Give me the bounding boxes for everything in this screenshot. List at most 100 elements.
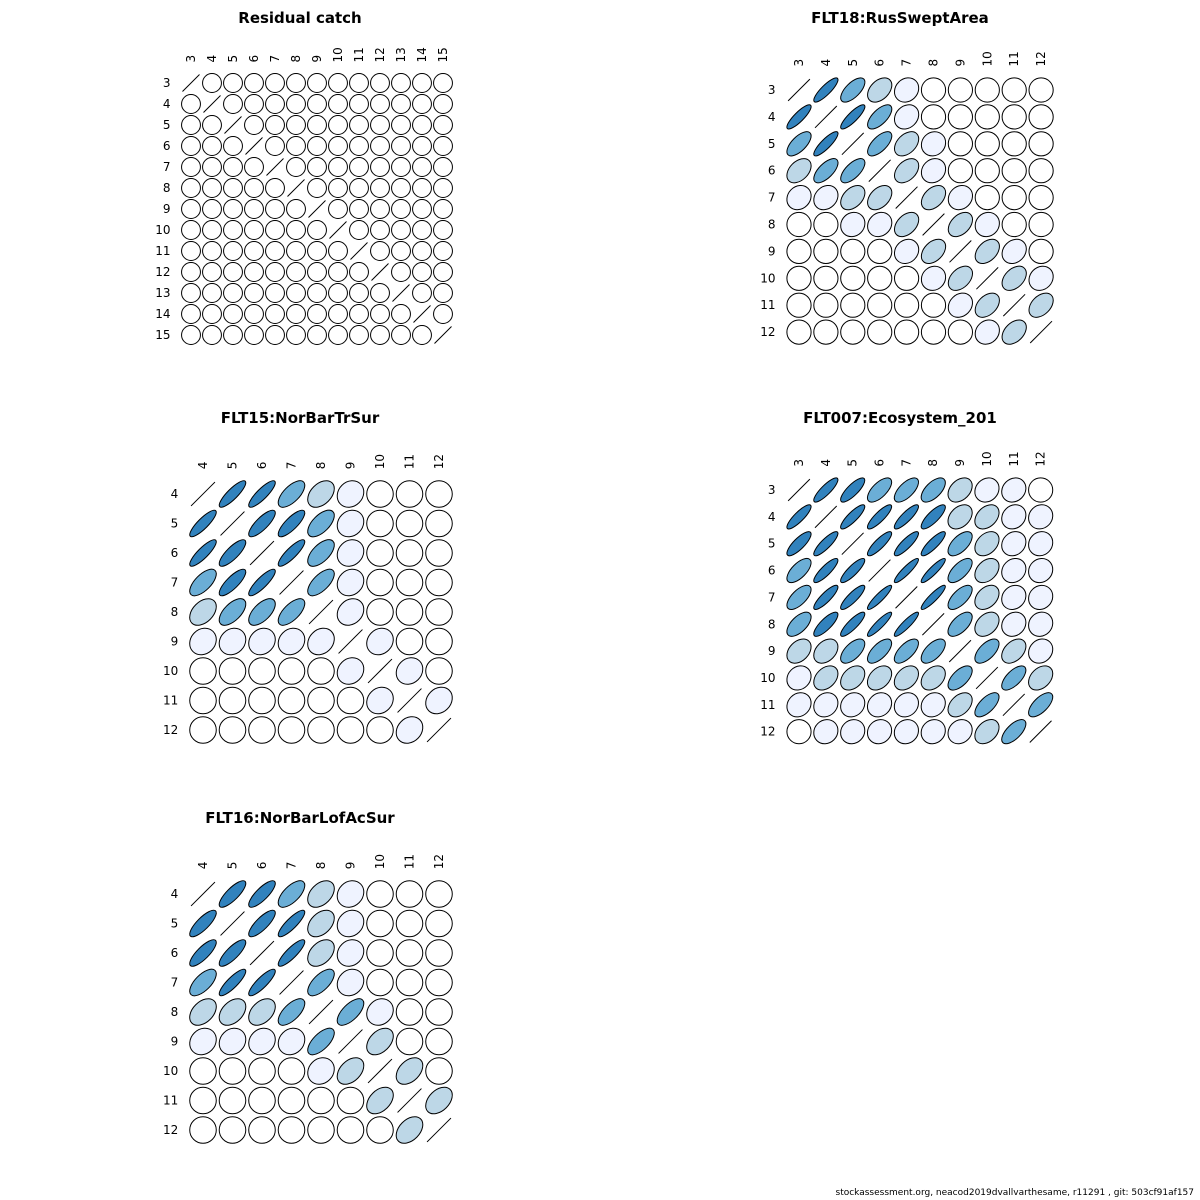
correlation-ellipse xyxy=(189,909,217,938)
row-tick-label: 9 xyxy=(171,1035,179,1049)
column-tick-label: 10 xyxy=(373,854,387,869)
correlation-ellipse xyxy=(974,158,1000,184)
correlation-panel: FLT16:NorBarLofAcSur 4 5 6 7 8 9 10 11 12 4 5 6 7 8 9 10… xyxy=(163,809,453,1144)
correlation-ellipse xyxy=(1028,104,1054,130)
correlation-ellipse xyxy=(395,539,424,567)
correlation-ellipse xyxy=(189,568,217,597)
correlation-ellipse xyxy=(223,220,243,240)
column-tick-label: 7 xyxy=(268,55,282,63)
correlation-ellipse xyxy=(786,158,812,184)
correlation-ellipse xyxy=(867,238,893,265)
column-tick-label: 5 xyxy=(226,862,240,870)
correlation-ellipse xyxy=(786,211,812,238)
correlation-ellipse xyxy=(265,73,285,93)
diagonal-mark xyxy=(975,666,999,690)
correlation-ellipse xyxy=(1028,292,1054,318)
correlation-ellipse xyxy=(786,131,812,157)
correlation-ellipse xyxy=(307,1027,335,1056)
correlation-ellipse xyxy=(370,325,390,345)
correlation-ellipse xyxy=(947,211,974,238)
correlation-ellipse xyxy=(813,665,839,691)
correlation-ellipse xyxy=(366,627,394,656)
correlation-ellipse xyxy=(920,319,947,345)
correlation-ellipse xyxy=(328,157,348,177)
correlation-ellipse xyxy=(813,638,839,664)
correlation-ellipse xyxy=(974,692,1000,718)
correlation-ellipse xyxy=(370,94,390,114)
correlation-ellipse xyxy=(277,657,306,685)
correlation-ellipse xyxy=(307,939,335,967)
correlation-ellipse xyxy=(286,136,306,156)
diagonal-mark xyxy=(922,613,945,636)
correlation-ellipse xyxy=(412,325,432,345)
row-tick-label: 6 xyxy=(768,564,776,578)
correlation-ellipse xyxy=(1028,665,1054,691)
correlation-ellipse xyxy=(974,638,1000,664)
row-tick-label: 14 xyxy=(155,307,170,321)
correlation-ellipse xyxy=(189,598,217,626)
row-tick-label: 11 xyxy=(760,698,775,712)
correlation-ellipse xyxy=(189,509,217,538)
correlation-ellipse xyxy=(395,480,424,508)
correlation-ellipse xyxy=(1028,638,1054,664)
correlation-ellipse xyxy=(893,638,919,664)
column-tick-label: 11 xyxy=(1007,451,1021,466)
column-tick-label: 10 xyxy=(373,454,387,469)
correlation-ellipse xyxy=(218,716,247,744)
correlation-ellipse xyxy=(391,220,411,240)
correlation-ellipse xyxy=(366,968,394,997)
correlation-ellipse xyxy=(248,968,276,997)
column-tick-label: 12 xyxy=(1034,451,1048,466)
row-tick-label: 15 xyxy=(155,328,170,342)
correlation-ellipse xyxy=(433,220,453,240)
column-tick-label: 8 xyxy=(927,59,941,67)
correlation-ellipse xyxy=(189,686,217,715)
column-tick-label: 9 xyxy=(344,862,358,870)
column-tick-label: 12 xyxy=(1034,51,1048,66)
correlation-ellipse xyxy=(202,199,222,219)
correlation-ellipse xyxy=(218,598,247,626)
column-tick-label: 8 xyxy=(314,862,328,870)
correlation-ellipse xyxy=(425,1027,453,1056)
correlation-ellipse xyxy=(867,131,893,157)
correlation-ellipse xyxy=(248,1086,276,1115)
correlation-ellipse xyxy=(349,262,369,282)
diagonal-mark xyxy=(338,1029,363,1054)
correlation-ellipse xyxy=(425,998,453,1026)
correlation-ellipse xyxy=(1001,319,1027,345)
correlation-ellipse xyxy=(1028,692,1054,718)
correlation-ellipse xyxy=(181,199,201,219)
correlation-ellipse xyxy=(202,157,222,177)
correlation-ellipse xyxy=(307,1086,335,1115)
correlation-ellipse xyxy=(920,557,946,584)
correlation-ellipse xyxy=(307,157,327,177)
correlation-ellipse xyxy=(336,1116,365,1144)
correlation-ellipse xyxy=(1028,584,1054,610)
correlation-ellipse xyxy=(218,1057,247,1085)
correlation-ellipse xyxy=(265,325,285,345)
correlation-ellipse xyxy=(947,504,973,530)
diagonal-mark xyxy=(350,242,368,260)
correlation-ellipse xyxy=(218,968,247,997)
correlation-ellipse xyxy=(244,262,264,282)
column-tick-label: 8 xyxy=(314,462,328,470)
correlation-ellipse xyxy=(1001,104,1027,130)
correlation-ellipse xyxy=(840,665,866,691)
correlation-ellipse xyxy=(349,283,369,303)
correlation-ellipse xyxy=(974,104,1000,130)
row-tick-label: 12 xyxy=(760,325,775,339)
correlation-ellipse xyxy=(974,238,1000,265)
correlation-ellipse xyxy=(866,638,893,664)
correlation-ellipse xyxy=(248,657,276,685)
correlation-ellipse xyxy=(370,220,390,240)
correlation-ellipse xyxy=(840,319,866,345)
correlation-ellipse xyxy=(189,968,217,997)
row-tick-label: 5 xyxy=(163,118,171,132)
correlation-ellipse xyxy=(1001,557,1027,584)
correlation-ellipse xyxy=(349,136,369,156)
diagonal-mark xyxy=(895,586,918,609)
correlation-ellipse xyxy=(947,292,974,318)
correlation-ellipse xyxy=(433,262,453,282)
correlation-ellipse xyxy=(947,557,973,584)
